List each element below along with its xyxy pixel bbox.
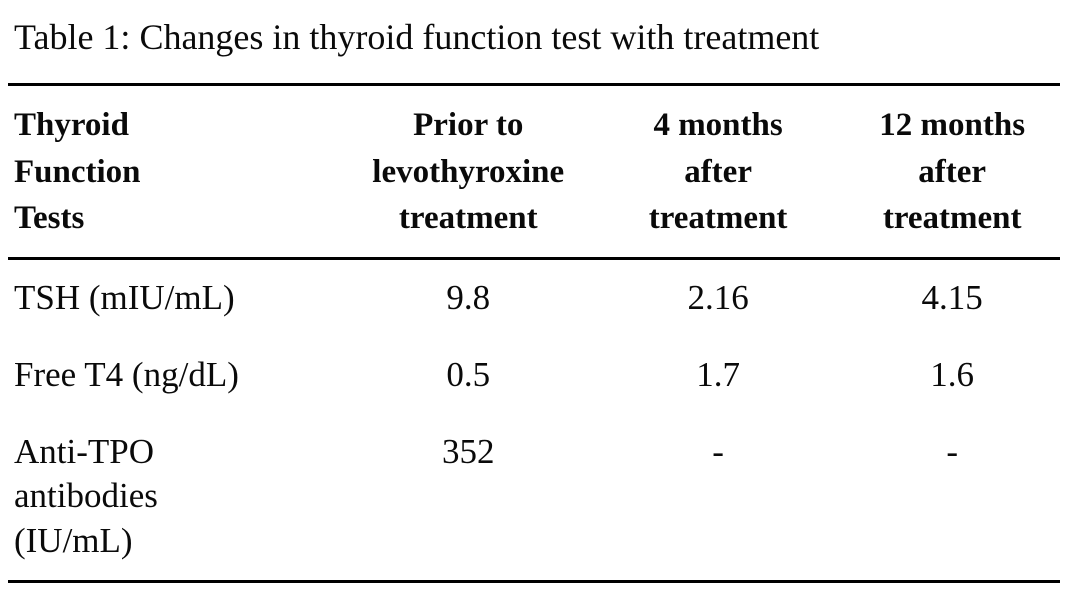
header-4-months-after: 4 months after treatment bbox=[591, 84, 845, 260]
row-label: TSH (mIU/mL) bbox=[14, 277, 235, 317]
cell-prior-to-treatment: 9.8 bbox=[446, 277, 491, 317]
cell-prior-to-treatment: 352 bbox=[441, 431, 495, 471]
cell-4-months-after: 1.7 bbox=[696, 354, 740, 394]
header-12-months-after: 12 months after treatment bbox=[844, 84, 1060, 260]
cell-4-months-after: 2.16 bbox=[687, 277, 749, 317]
table-caption: Table 1: Changes in thyroid function tes… bbox=[14, 17, 820, 57]
cell-12-months-after: 1.6 bbox=[930, 354, 975, 394]
table-row: Anti-TPO antibodies (IU/mL) 352 - - bbox=[8, 414, 1060, 582]
table-row: TSH (mIU/mL) 9.8 2.16 4.15 bbox=[8, 258, 1060, 336]
header-prior-to-treatment: Prior to levothyroxine treatment bbox=[344, 84, 592, 260]
cell-12-months-after: 4.15 bbox=[921, 277, 983, 317]
table-row: Free T4 (ng/dL) 0.5 1.7 1.6 bbox=[8, 337, 1060, 414]
header-thyroid-function-tests: Thyroid Function Tests bbox=[8, 84, 345, 260]
row-label: Anti-TPO antibodies (IU/mL) bbox=[14, 431, 158, 561]
header-row: Thyroid Function Tests Prior to levothyr… bbox=[8, 84, 1060, 260]
cell-4-months-after: - bbox=[712, 431, 724, 471]
table-body: TSH (mIU/mL) 9.8 2.16 4.15 Free T4 (ng/d… bbox=[8, 258, 1060, 581]
cell-prior-to-treatment: 0.5 bbox=[446, 354, 491, 394]
thyroid-function-table: Thyroid Function Tests Prior to levothyr… bbox=[8, 83, 1060, 583]
cell-12-months-after: - bbox=[946, 431, 958, 471]
row-label: Free T4 (ng/dL) bbox=[14, 354, 239, 394]
